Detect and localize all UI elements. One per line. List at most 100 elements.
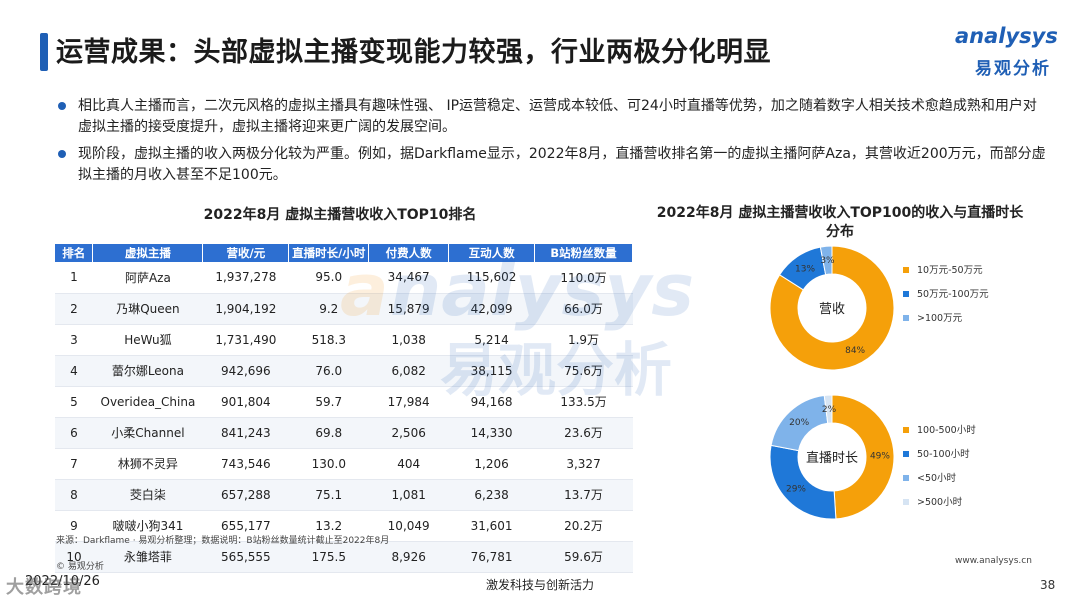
legend-item: 50万元-100万元 bbox=[903, 289, 989, 313]
cell-interactions: 1,206 bbox=[448, 448, 535, 480]
title-accent-bar bbox=[40, 33, 48, 71]
cell-interactions: 5,214 bbox=[448, 324, 535, 356]
cell-revenue: 743,546 bbox=[202, 448, 289, 480]
cell-payers: 34,467 bbox=[368, 262, 449, 294]
cell-payers: 6,082 bbox=[368, 355, 449, 387]
table-row: 4 蕾尔娜Leona 942,696 76.0 6,082 38,115 75.6万 bbox=[55, 355, 633, 387]
analysys-logo: analysys 易观分析 bbox=[955, 24, 1065, 80]
cell-streamer: 乃琳Queen bbox=[92, 293, 203, 325]
logo-letter-a: a bbox=[955, 24, 970, 48]
legend-swatch bbox=[903, 475, 909, 481]
cell-hours: 76.0 bbox=[288, 355, 369, 387]
report-date: 2022/10/26 bbox=[25, 574, 100, 589]
donut-slice bbox=[769, 245, 895, 371]
table-title: 2022年8月 虚拟主播营收收入TOP10排名 bbox=[203, 207, 477, 223]
hours-legend: 100-500小时 50-100小时 <50小时 >500小时 bbox=[903, 425, 976, 521]
source-note: 来源：Darkflame · 易观分析整理；数据说明：B站粉丝数量统计截止至20… bbox=[56, 536, 390, 546]
legend-swatch bbox=[903, 267, 909, 273]
cell-fans: 66.0万 bbox=[534, 293, 633, 325]
cell-fans: 133.5万 bbox=[534, 386, 633, 418]
header-interactions: 互动人数 bbox=[448, 244, 536, 262]
header-payers: 付费人数 bbox=[368, 244, 450, 262]
legend-item: >500小时 bbox=[903, 497, 976, 521]
table-row: 7 林狮不灵异 743,546 130.0 404 1,206 3,327 bbox=[55, 448, 633, 480]
cell-rank: 7 bbox=[55, 448, 93, 480]
cell-interactions: 42,099 bbox=[448, 293, 535, 325]
table-header-row: 排名 虚拟主播 营收/元 直播时长/小时 付费人数 互动人数 B站粉丝数量 bbox=[55, 244, 633, 262]
legend-swatch bbox=[903, 315, 909, 321]
donut-center-label: 直播时长 bbox=[806, 451, 858, 466]
slice-value-label: 3% bbox=[820, 256, 835, 266]
cell-rank: 5 bbox=[55, 386, 93, 418]
cell-interactions: 38,115 bbox=[448, 355, 535, 387]
cell-rank: 6 bbox=[55, 417, 93, 449]
cell-revenue: 1,937,278 bbox=[202, 262, 289, 294]
header-revenue: 营收/元 bbox=[202, 244, 290, 262]
cell-fans: 110.0万 bbox=[534, 262, 633, 294]
cell-interactions: 31,601 bbox=[448, 510, 535, 542]
donut-slice bbox=[831, 394, 895, 520]
cell-rank: 8 bbox=[55, 479, 93, 511]
legend-label: >500小时 bbox=[917, 497, 963, 508]
table-row: 3 HeWu狐 1,731,490 518.3 1,038 5,214 1.9万 bbox=[55, 324, 633, 356]
header-streamer: 虚拟主播 bbox=[92, 244, 204, 262]
header-hours: 直播时长/小时 bbox=[288, 244, 370, 262]
website: www.analysys.cn bbox=[955, 556, 1032, 566]
cell-hours: 13.2 bbox=[288, 510, 369, 542]
bullet-point: 相比真人主播而言，二次元风格的虚拟主播具有趣味性强、 IP运营稳定、运营成本较低… bbox=[56, 96, 1046, 138]
cell-hours: 75.1 bbox=[288, 479, 369, 511]
summary-bullets: 相比真人主播而言，二次元风格的虚拟主播具有趣味性强、 IP运营稳定、运营成本较低… bbox=[56, 96, 1046, 192]
legend-item: 10万元-50万元 bbox=[903, 265, 989, 289]
cell-fans: 59.6万 bbox=[534, 541, 633, 573]
slice-value-label: 49% bbox=[870, 451, 890, 461]
cell-streamer: 茭白柒 bbox=[92, 479, 203, 511]
logo-chinese-name: 易观分析 bbox=[975, 59, 1051, 79]
table-row: 6 小柔Channel 841,243 69.8 2,506 14,330 23.6万 bbox=[55, 417, 633, 449]
legend-label: 50万元-100万元 bbox=[917, 289, 989, 300]
cell-revenue: 1,904,192 bbox=[202, 293, 289, 325]
donut-slice bbox=[769, 444, 837, 520]
corner-watermark: 大数跨境 bbox=[6, 577, 82, 598]
table-row: 9 啵啵小狗341 655,177 13.2 10,049 31,601 20.2万 bbox=[55, 510, 633, 542]
cell-streamer: 阿萨Aza bbox=[92, 262, 203, 294]
cell-streamer: 小柔Channel bbox=[92, 417, 203, 449]
cell-revenue: 942,696 bbox=[202, 355, 289, 387]
legend-label: 50-100小时 bbox=[917, 449, 970, 460]
cell-streamer: 永雏塔菲 bbox=[92, 541, 203, 573]
cell-hours: 518.3 bbox=[288, 324, 369, 356]
legend-item: <50小时 bbox=[903, 473, 976, 497]
cell-revenue: 655,177 bbox=[202, 510, 289, 542]
cell-fans: 23.6万 bbox=[534, 417, 633, 449]
header-rank: 排名 bbox=[55, 244, 94, 262]
legend-swatch bbox=[903, 451, 909, 457]
cell-streamer: HeWu狐 bbox=[92, 324, 203, 356]
cell-hours: 95.0 bbox=[288, 262, 369, 294]
cell-revenue: 1,731,490 bbox=[202, 324, 289, 356]
cell-revenue: 841,243 bbox=[202, 417, 289, 449]
page-title: 运营成果：头部虚拟主播变现能力较强，行业两极分化明显 bbox=[56, 37, 771, 68]
cell-hours: 175.5 bbox=[288, 541, 369, 573]
cell-rank: 9 bbox=[55, 510, 93, 542]
cell-rank: 1 bbox=[55, 262, 93, 294]
copyright: © 易观分析 bbox=[56, 562, 104, 572]
legend-item: 100-500小时 bbox=[903, 425, 976, 449]
cell-payers: 15,879 bbox=[368, 293, 449, 325]
slice-value-label: 2% bbox=[822, 405, 837, 415]
legend-label: 10万元-50万元 bbox=[917, 265, 983, 276]
cell-interactions: 115,602 bbox=[448, 262, 535, 294]
cell-payers: 8,926 bbox=[368, 541, 449, 573]
cell-fans: 75.6万 bbox=[534, 355, 633, 387]
cell-fans: 13.7万 bbox=[534, 479, 633, 511]
table-row: 1 阿萨Aza 1,937,278 95.0 34,467 115,602 110.0万 bbox=[55, 262, 633, 294]
cell-hours: 59.7 bbox=[288, 386, 369, 418]
cell-rank: 2 bbox=[55, 293, 93, 325]
cell-payers: 1,038 bbox=[368, 324, 449, 356]
legend-label: >100万元 bbox=[917, 313, 963, 324]
table-row: 2 乃琳Queen 1,904,192 9.2 15,879 42,099 66.0万 bbox=[55, 293, 633, 325]
cell-fans: 1.9万 bbox=[534, 324, 633, 356]
page-number: 38 bbox=[1040, 578, 1056, 592]
cell-rank: 4 bbox=[55, 355, 93, 387]
logo-letters-rest: nalysys bbox=[969, 24, 1058, 48]
table-body: 1 阿萨Aza 1,937,278 95.0 34,467 115,602 110.0万 2 乃… bbox=[55, 262, 633, 573]
